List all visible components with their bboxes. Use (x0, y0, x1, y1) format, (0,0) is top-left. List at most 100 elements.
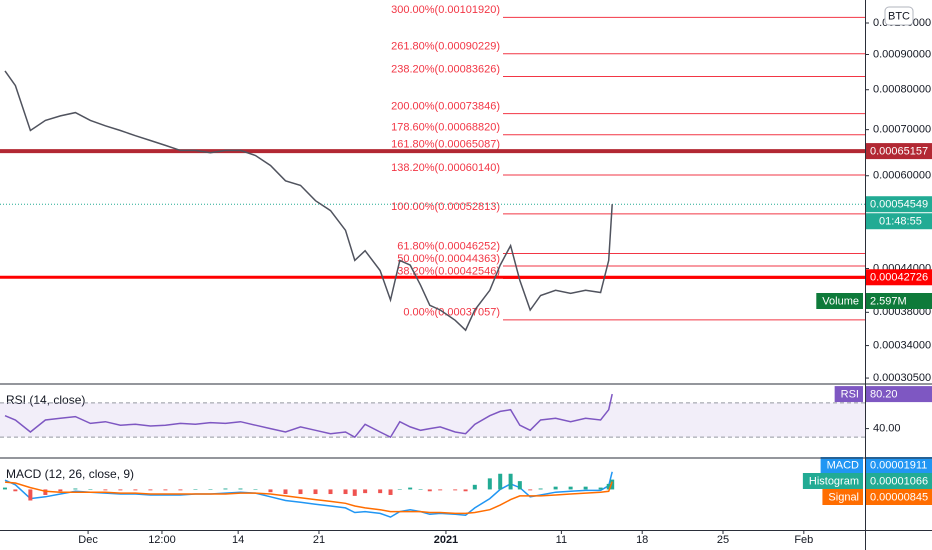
histogram-bar (352, 489, 357, 496)
histogram-bar (427, 489, 432, 492)
axis-tag-value: 0.00054549 (870, 199, 928, 211)
histogram-bar (163, 489, 168, 491)
histogram-bar (418, 489, 423, 490)
name-tag (816, 293, 863, 309)
fib-label: 238.20%(0.00083626) (391, 63, 500, 75)
y-tick-label: 0.00090000 (873, 48, 931, 60)
axis-tag (865, 473, 932, 489)
series-line (4, 70, 613, 332)
axis-tag (865, 386, 932, 403)
histogram-bar (538, 488, 543, 490)
histogram-bar (463, 489, 468, 492)
countdown-label: 01:48:55 (879, 216, 922, 228)
marks-layer (0, 70, 865, 518)
name-tag-label: Signal (828, 491, 859, 503)
histogram-bar (73, 488, 78, 490)
y-tick-label: 0.00080000 (873, 84, 931, 96)
y-tick-label: 0.00034000 (873, 339, 931, 351)
histogram-bar (508, 473, 513, 490)
axis-tag-value: 80.20 (870, 389, 898, 401)
histogram-bar (298, 489, 303, 495)
histogram-bar (208, 489, 213, 490)
histogram-bar (328, 489, 333, 495)
fib-label: 300.00%(0.00101920) (391, 4, 500, 16)
histogram-bar (568, 486, 573, 490)
axis-tag-value: 0.00065157 (870, 146, 928, 158)
histogram-bar (453, 489, 458, 491)
histogram-bar (553, 486, 558, 490)
histogram-bar (268, 489, 273, 493)
y-tick-label: 0.00060000 (873, 170, 931, 182)
histogram-bar (408, 487, 413, 490)
fib-label: 161.80%(0.00065087) (391, 138, 500, 150)
axis-tag-value: 2.597M (870, 295, 907, 307)
histogram-bar (606, 483, 611, 490)
rsi-band (0, 402, 865, 438)
x-tick-label: 12:00 (148, 534, 176, 546)
countdown-tag (865, 213, 932, 230)
fib-label: 0.00%(0.00037057) (403, 307, 500, 319)
axis-tag (865, 457, 932, 473)
fib-label: 261.80%(0.00090229) (391, 41, 500, 53)
name-tag-label: Histogram (809, 475, 859, 487)
fib-label: 200.00%(0.00073846) (391, 101, 500, 113)
histogram-bar (610, 479, 615, 490)
tags-layer: 0.00065157 0.00042726 0.00054549 01:48:55 2.… (802, 6, 932, 505)
histogram-bar (472, 484, 477, 490)
pane-title: RSI (14, close) (6, 393, 85, 407)
fib-label: 61.80%(0.00046252) (397, 240, 500, 252)
name-tag (802, 473, 863, 489)
name-tag-label: MACD (827, 459, 859, 471)
name-tag (834, 386, 863, 403)
y-tick-label: 0.00070000 (873, 124, 931, 136)
name-tag-label: Volume (822, 295, 859, 307)
series-line (4, 393, 613, 439)
histogram-bar (178, 489, 183, 491)
histogram-bar (343, 489, 348, 495)
axis-tag-value: 0.00042726 (870, 272, 928, 284)
histogram-bar (103, 489, 108, 491)
histogram-bar (148, 489, 153, 491)
x-tick-label: 18 (636, 534, 648, 546)
histogram-bar (313, 489, 318, 495)
histogram-bar (13, 489, 18, 492)
x-tick-label: 14 (232, 534, 244, 546)
histogram-bar (283, 489, 288, 495)
histogram-bar (397, 489, 402, 490)
x-tick-label: 11 (556, 534, 567, 546)
fib-label: 100.00%(0.00052813) (391, 201, 500, 213)
axis-tag (865, 196, 932, 213)
x-tick-label: 2021 (434, 534, 458, 546)
x-tick-label: Feb (794, 534, 813, 546)
histogram-bar (223, 488, 228, 490)
histogram-bar (388, 489, 393, 495)
x-tick-label: 25 (717, 534, 729, 546)
pane-title: MACD (12, 26, close, 9) (6, 467, 134, 481)
histogram-bar (58, 489, 63, 492)
axis-tag-value: 0.00001066 (870, 475, 928, 487)
histogram-bar (583, 486, 588, 490)
name-tag (822, 489, 863, 505)
histogram-bar (193, 489, 198, 490)
axis-tag-value: 0.00001911 (870, 459, 927, 471)
histogram-bar (28, 489, 33, 501)
histogram-bar (487, 478, 492, 490)
histogram-bar (253, 489, 258, 490)
histogram-bar (598, 487, 603, 490)
axis-tag (865, 293, 932, 309)
histogram-bar (2, 487, 7, 490)
histogram-bar (238, 488, 243, 490)
name-tag (820, 457, 863, 473)
axis-tag-value: 0.00000845 (870, 491, 928, 503)
histogram-bar (363, 489, 368, 494)
fib-label: 38.20%(0.00042546) (397, 265, 500, 277)
histogram-bar (118, 489, 123, 491)
currency-label: BTC (888, 10, 910, 22)
currency-badge (884, 6, 914, 26)
axis-tag (865, 269, 932, 286)
histogram-bar (88, 489, 93, 490)
x-tick-label: 21 (313, 534, 325, 546)
histogram-bar (528, 489, 533, 491)
fib-label: 178.60%(0.00068820) (391, 122, 500, 134)
